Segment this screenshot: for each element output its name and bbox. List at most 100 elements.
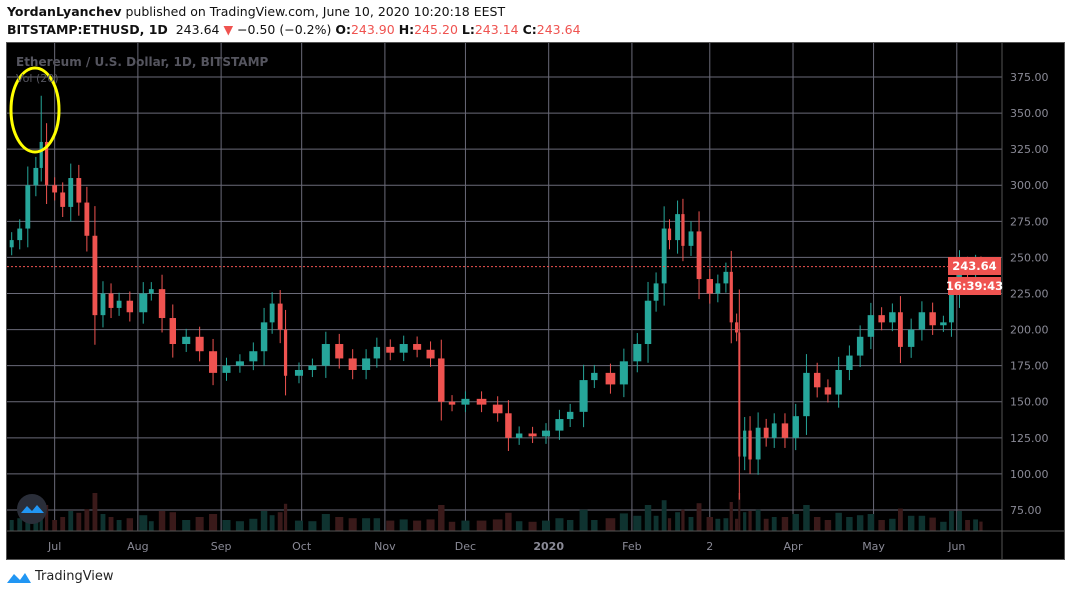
symbol-bar: BITSTAMP:ETHUSD, 1D 243.64 ▼ −0.50 (−0.2…	[7, 22, 581, 37]
candle-body	[182, 336, 191, 345]
volume-bar	[260, 511, 268, 531]
candle-body	[438, 358, 445, 402]
candle-body	[294, 369, 304, 376]
author-name[interactable]: YordanLyanchev	[7, 4, 122, 19]
y-tick-label: 100.00	[1010, 468, 1049, 481]
candle-body	[362, 358, 371, 370]
candle-body	[9, 240, 14, 248]
volume-bar	[182, 520, 191, 531]
candle-body	[126, 300, 134, 313]
close-value: 243.64	[536, 22, 581, 37]
candle-body	[195, 336, 204, 352]
volume-bar	[100, 514, 106, 531]
volume-bar	[9, 520, 14, 531]
candle-body	[675, 214, 680, 241]
candle-body	[505, 413, 512, 438]
price-chart[interactable]: 375.00 350.00 325.00 300.00 275.00 250.00 225.…	[6, 42, 1065, 560]
volume-bar	[321, 514, 330, 531]
volume-bar	[878, 520, 885, 531]
candle-body	[386, 346, 395, 353]
volume-bar	[555, 518, 564, 531]
candle-body	[907, 329, 915, 347]
footer-brand[interactable]: TradingView	[7, 569, 114, 584]
y-tick-label: 350.00	[1010, 107, 1049, 120]
candle-body	[283, 329, 288, 376]
volume-bar	[792, 514, 799, 531]
volume-bar	[781, 517, 789, 531]
y-tick-label: 325.00	[1010, 143, 1049, 156]
volume-bar	[277, 512, 283, 531]
volume-bar	[675, 512, 680, 531]
volume-bar	[771, 517, 777, 531]
volume-bar	[528, 521, 537, 531]
candle-body	[846, 355, 853, 370]
y-tick-label: 250.00	[1010, 251, 1049, 264]
candle-body	[929, 312, 936, 326]
candle-body	[771, 423, 777, 438]
candle-body	[579, 380, 588, 412]
volume-bar	[426, 519, 435, 531]
volume-bar	[605, 518, 616, 531]
volume-bar	[723, 518, 729, 531]
candle-body	[889, 312, 896, 323]
candle-body	[792, 416, 799, 438]
candle-body	[100, 293, 106, 316]
candle-body	[735, 322, 739, 333]
volume-bar	[158, 511, 166, 531]
y-tick-label: 275.00	[1010, 215, 1049, 228]
candle-body	[426, 349, 435, 359]
volume-bar	[169, 512, 177, 531]
volume-bar	[735, 518, 739, 531]
volume-bar	[84, 509, 90, 531]
x-tick-label: Nov	[374, 540, 396, 553]
volume-bar	[755, 509, 761, 531]
candle-body	[878, 315, 885, 323]
open-value: 243.90	[350, 22, 395, 37]
volume-bar	[748, 511, 752, 531]
volume-bar	[644, 505, 652, 531]
volume-bar	[973, 519, 979, 531]
price-change: −0.50 (−0.2%)	[237, 22, 332, 37]
candle-body	[653, 283, 659, 301]
candlestick-chart[interactable]: 375.00350.00325.00300.00275.00250.00225.…	[7, 43, 1064, 559]
candle-body	[92, 235, 98, 316]
candle-body	[348, 358, 357, 370]
volume-bar	[940, 521, 947, 531]
volume-bar	[835, 512, 842, 531]
candle-body	[867, 315, 875, 337]
volume-bar	[965, 520, 970, 531]
x-tick-label: Oct	[292, 540, 312, 553]
candle-body	[748, 430, 752, 460]
y-tick-label: 225.00	[1010, 287, 1049, 300]
candle-body	[515, 433, 523, 438]
y-tick-label: 150.00	[1010, 396, 1049, 409]
close-label: C:	[522, 22, 537, 37]
low-value: 243.14	[474, 22, 519, 37]
volume-bar	[17, 518, 23, 531]
candle-body	[413, 344, 422, 350]
volume-bar	[108, 517, 114, 531]
volume-bar	[348, 518, 357, 531]
volume-bar	[706, 517, 714, 531]
volume-bar	[619, 513, 628, 531]
volume-bar	[116, 520, 122, 531]
candle-body	[68, 178, 74, 207]
high-value: 245.20	[414, 22, 458, 37]
x-tick-label: Dec	[455, 540, 476, 553]
x-tick-label: Aug	[127, 540, 148, 553]
volume-bar	[68, 511, 74, 531]
x-tick-label: Sep	[211, 540, 232, 553]
volume-bar	[413, 520, 422, 531]
volume-bar	[476, 520, 487, 531]
tradingview-logo-badge[interactable]	[17, 494, 47, 524]
volume-bar	[824, 520, 832, 531]
y-tick-label: 375.00	[1010, 71, 1049, 84]
volume-bar	[633, 515, 642, 531]
candle-body	[605, 372, 616, 385]
candle-body	[461, 398, 470, 405]
candle-body	[448, 401, 456, 405]
volume-bar	[44, 505, 49, 531]
annotation-ellipse	[9, 66, 61, 154]
candle-body	[723, 271, 729, 284]
volume-bar	[957, 511, 962, 531]
